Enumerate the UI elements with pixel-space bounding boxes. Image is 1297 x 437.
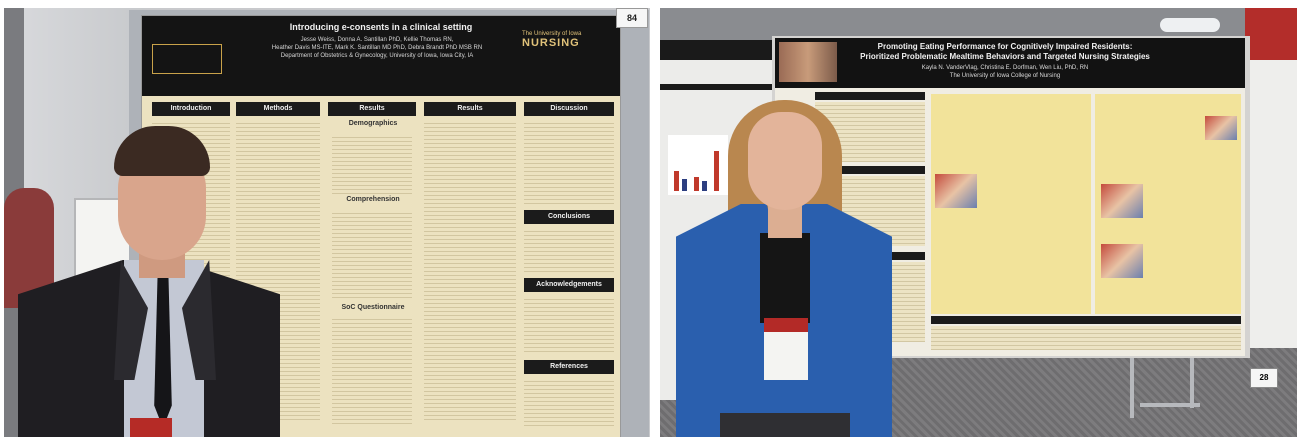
bar-chart-thumbnail [668, 135, 728, 195]
presenter-tie [154, 278, 172, 428]
poster-authors-line2: Heather Davis MS-ITE, Mark K. Santillan … [271, 45, 483, 51]
photo-poster-presenter-woman: Promoting Eating Performance for Cogniti… [660, 8, 1297, 437]
university-hospital-logo [152, 44, 222, 74]
presenter-face [748, 112, 822, 210]
questionnaire-table [332, 316, 412, 426]
research-poster-e-consents: Introducing e-consents in a clinical set… [142, 16, 620, 437]
section-bar [815, 92, 925, 100]
presenter-top [760, 233, 810, 323]
logo-line2: NURSING [522, 37, 580, 49]
poster-header [1245, 8, 1297, 60]
poster-number-tag: 28 [1250, 368, 1278, 388]
presenter-pants [720, 413, 850, 437]
poster-authors: Jesse Weiss, Donna A. Santillan PhD, Kel… [232, 36, 522, 60]
acknowledgements-heading: Acknowledgements [524, 278, 614, 292]
section-bar [660, 84, 775, 90]
column-heading: Results [328, 102, 416, 116]
comprehension-heading: Comprehension [346, 196, 400, 203]
stand-leg [1190, 348, 1194, 408]
discussion-text [524, 120, 614, 204]
column-heading: Methods [236, 102, 320, 116]
chart-bar [682, 179, 687, 191]
results-text [424, 120, 516, 420]
poster-header: Introducing e-consents in a clinical set… [142, 16, 620, 96]
poster-number-tag: 84 [616, 8, 648, 28]
demographics-table [332, 134, 412, 194]
chart-bar [694, 177, 699, 191]
university-nursing-logo: The University of Iowa NURSING [522, 30, 612, 64]
poster-title: Introducing e-consents in a clinical set… [289, 22, 473, 32]
neighbor-poster-right [1245, 8, 1297, 348]
chart-bar [702, 181, 707, 191]
stand-base [1140, 403, 1200, 407]
acknowledgements-text [524, 296, 614, 354]
poster-authors: Kayla N. VanderVlag, Christina E. Dorfma… [845, 64, 1165, 80]
demographics-heading: Demographics [348, 120, 398, 127]
presenter-hair [114, 126, 210, 176]
questionnaire-heading: SoC Questionnaire [341, 304, 405, 311]
poster-title: Promoting Eating Performance for Cogniti… [845, 42, 1165, 62]
poster-header-photo [779, 42, 837, 82]
poster-photo [1101, 244, 1143, 278]
stand-leg [1130, 348, 1134, 418]
poster-photo [1205, 116, 1237, 140]
poster-title-line2: Prioritized Problematic Mealtime Behavio… [860, 52, 1150, 61]
poster-authors-line: Kayla N. VanderVlag, Christina E. Dorfma… [921, 65, 1089, 71]
name-badge [764, 318, 808, 380]
column-heading: Results [424, 102, 516, 116]
university-logo [1189, 46, 1239, 76]
conclusions-heading: Conclusions [524, 210, 614, 224]
poster-affiliation: Department of Obstetrics & Gynecology, U… [280, 53, 474, 59]
logo-line1: The University of Iowa [522, 31, 582, 37]
chart-bar [714, 151, 719, 191]
text-block [931, 326, 1241, 350]
poster-photo [1101, 184, 1143, 218]
section-bar [815, 166, 925, 174]
poster-title-line1: Promoting Eating Performance for Cogniti… [877, 42, 1133, 51]
comprehension-table [332, 210, 412, 300]
references-heading: References [524, 360, 614, 374]
poster-photo [935, 174, 977, 208]
poster-affiliation: The University of Iowa College of Nursin… [949, 73, 1061, 79]
chart-bar [674, 171, 679, 191]
poster-header: Promoting Eating Performance for Cogniti… [775, 38, 1245, 88]
column-heading: Introduction [152, 102, 230, 116]
photo-poster-presenter-man: Introducing e-consents in a clinical set… [4, 8, 650, 437]
conclusions-text [524, 228, 614, 272]
name-badge [130, 418, 172, 437]
poster-authors-line1: Jesse Weiss, Donna A. Santillan PhD, Kel… [300, 37, 454, 43]
poster-header [660, 40, 775, 60]
references-text [524, 378, 614, 428]
ceiling-light [1160, 18, 1220, 32]
section-bar [931, 316, 1241, 324]
column-heading: Discussion [524, 102, 614, 116]
